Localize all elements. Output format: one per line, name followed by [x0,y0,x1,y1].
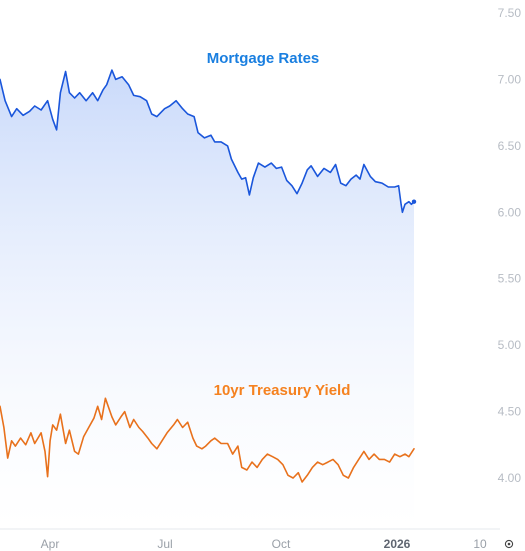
series-labels: Mortgage Rates 10yr Treasury Yield [207,50,351,399]
y-tick-label: 7.50 [498,6,522,20]
y-tick-label: 4.50 [498,405,522,419]
y-tick-label: 4.00 [498,471,522,485]
x-tick-label: 10 [473,537,487,551]
10yr-treasury-yield-line[interactable] [0,397,415,483]
mortgage-rates-area [0,70,414,529]
mortgage-rates-latest-point [411,199,417,204]
y-tick-label: 6.00 [498,205,522,219]
x-tick-label: Apr [41,537,60,551]
gear-icon[interactable] [504,539,514,549]
y-tick-label: 5.00 [498,338,522,352]
x-axis: Apr Jul Oct 2026 10 [0,528,500,551]
y-tick-label: 5.50 [498,272,522,286]
x-tick-label: Oct [272,537,291,551]
y-tick-label: 7.00 [498,72,522,86]
y-tick-label: 6.50 [498,139,522,153]
mortgage-rates-label: Mortgage Rates [207,50,320,67]
x-tick-label: 2026 [384,537,411,551]
plot-area [0,69,417,529]
y-axis: 7.50 7.00 6.50 6.00 5.50 5.00 4.50 4.00 [498,6,522,485]
x-tick-label: Jul [157,537,172,551]
10yr-treasury-yield-label: 10yr Treasury Yield [214,382,351,399]
